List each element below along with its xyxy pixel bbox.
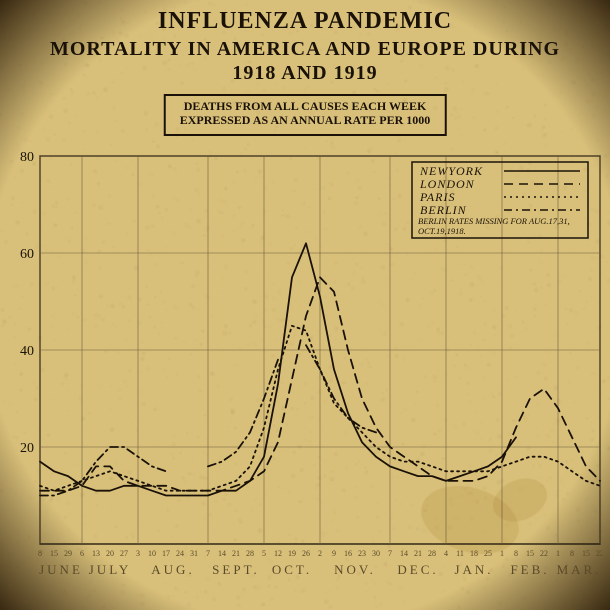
svg-text:27: 27 <box>120 549 128 558</box>
svg-text:28: 28 <box>246 549 254 558</box>
svg-text:JULY: JULY <box>89 562 131 577</box>
svg-text:1: 1 <box>500 549 504 558</box>
svg-text:22: 22 <box>540 549 548 558</box>
svg-text:29: 29 <box>64 549 72 558</box>
svg-text:15: 15 <box>50 549 58 558</box>
svg-text:1: 1 <box>556 549 560 558</box>
svg-text:20: 20 <box>106 549 114 558</box>
mortality-line-chart: 2040608081529613202731017243171421285121… <box>8 150 602 602</box>
legend-label-newyork: NEWYORK <box>419 164 483 178</box>
title-line-3: 1918 AND 1919 <box>0 62 610 85</box>
svg-text:SEPT.: SEPT. <box>212 562 260 577</box>
legend-label-london: LONDON <box>419 177 475 191</box>
svg-text:3: 3 <box>136 549 140 558</box>
svg-text:19: 19 <box>288 549 296 558</box>
svg-text:20: 20 <box>20 441 34 456</box>
legend-label-berlin: BERLIN <box>420 203 467 217</box>
svg-text:30: 30 <box>372 549 380 558</box>
svg-text:14: 14 <box>218 549 226 558</box>
svg-text:21: 21 <box>232 549 240 558</box>
svg-text:8: 8 <box>570 549 574 558</box>
svg-text:OCT.19,1918.: OCT.19,1918. <box>418 226 466 236</box>
svg-text:9: 9 <box>332 549 336 558</box>
svg-text:60: 60 <box>20 247 34 262</box>
svg-text:8: 8 <box>514 549 518 558</box>
svg-text:MAR.: MAR. <box>557 562 602 577</box>
svg-text:80: 80 <box>20 150 34 165</box>
svg-text:18: 18 <box>470 549 478 558</box>
svg-text:23: 23 <box>358 549 366 558</box>
svg-text:11: 11 <box>456 549 464 558</box>
svg-text:14: 14 <box>400 549 408 558</box>
legend-note: BERLIN RATES MISSING FOR AUG.17,31, <box>418 216 570 226</box>
title-line-2: MORTALITY IN AMERICA AND EUROPE DURING <box>0 38 610 61</box>
svg-text:DEC.: DEC. <box>397 562 438 577</box>
title-line-1: INFLUENZA PANDEMIC <box>0 8 610 35</box>
svg-text:40: 40 <box>20 344 34 359</box>
svg-text:13: 13 <box>92 549 100 558</box>
svg-text:22: 22 <box>596 549 602 558</box>
subtitle-line-2: EXPRESSED AS AN ANNUAL RATE PER 1000 <box>180 114 431 128</box>
svg-text:7: 7 <box>388 549 392 558</box>
svg-text:5: 5 <box>262 549 266 558</box>
svg-text:21: 21 <box>414 549 422 558</box>
svg-text:16: 16 <box>344 549 352 558</box>
svg-text:12: 12 <box>274 549 282 558</box>
svg-text:7: 7 <box>206 549 210 558</box>
svg-text:4: 4 <box>444 549 448 558</box>
svg-text:2: 2 <box>318 549 322 558</box>
svg-text:28: 28 <box>428 549 436 558</box>
legend-label-paris: PARIS <box>419 190 455 204</box>
svg-text:6: 6 <box>80 549 84 558</box>
svg-text:8: 8 <box>38 549 42 558</box>
svg-text:17: 17 <box>162 549 170 558</box>
svg-text:JUNE: JUNE <box>39 562 83 577</box>
svg-text:10: 10 <box>148 549 156 558</box>
svg-text:25: 25 <box>484 549 492 558</box>
svg-text:15: 15 <box>526 549 534 558</box>
svg-text:FEB.: FEB. <box>510 562 549 577</box>
svg-text:OCT.: OCT. <box>272 562 312 577</box>
svg-text:NOV.: NOV. <box>334 562 376 577</box>
subtitle-line-1: DEATHS FROM ALL CAUSES EACH WEEK <box>180 100 431 114</box>
svg-text:26: 26 <box>302 549 310 558</box>
svg-text:JAN.: JAN. <box>454 562 493 577</box>
svg-text:15: 15 <box>582 549 590 558</box>
svg-text:AUG.: AUG. <box>151 562 194 577</box>
subtitle-box: DEATHS FROM ALL CAUSES EACH WEEK EXPRESS… <box>164 94 447 136</box>
svg-text:24: 24 <box>176 549 184 558</box>
svg-text:31: 31 <box>190 549 198 558</box>
